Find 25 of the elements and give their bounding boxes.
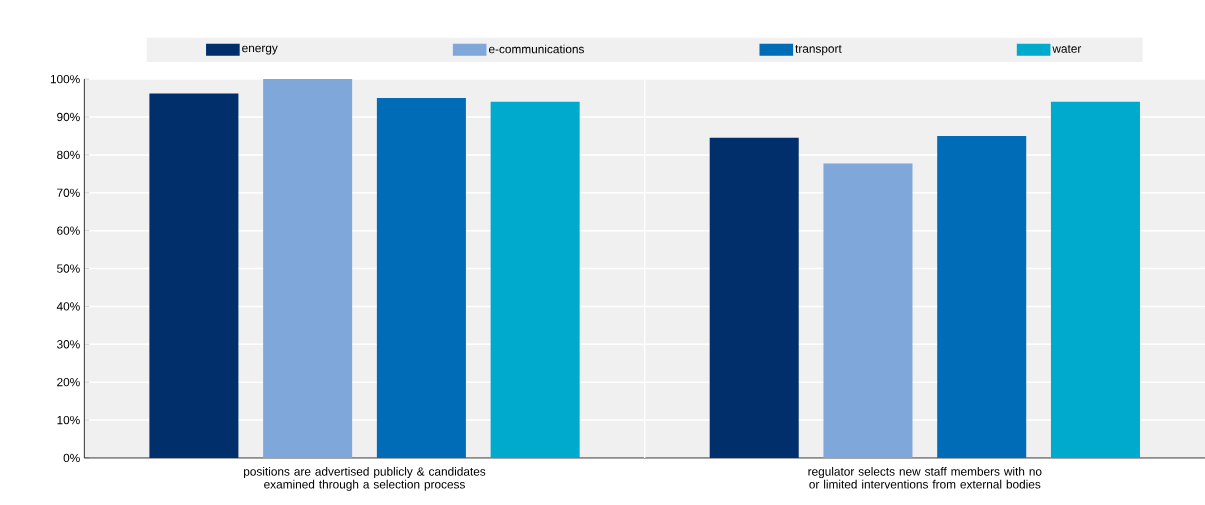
- x-tick-label: regulator selects new staff members with no or limited interventions from external bodies: [808, 466, 1042, 489]
- y-tick-label: 50%: [57, 264, 80, 273]
- bar: [937, 135, 1027, 458]
- x-tick-label: positions are advertised publicly & candidates examined through a selection process: [244, 466, 486, 491]
- y-tick-label: 60%: [57, 226, 80, 235]
- y-tick-label: 10%: [57, 415, 80, 425]
- bar: [263, 78, 353, 458]
- legend-label: water: [1052, 44, 1082, 53]
- y-tick-label: 80%: [57, 150, 80, 159]
- y-tick-label: 40%: [56, 302, 80, 311]
- bar: [1050, 101, 1140, 458]
- y-tick-label: 0%: [63, 453, 80, 462]
- y-tick-label: 20%: [57, 377, 80, 387]
- bar: [490, 101, 580, 458]
- y-tick-label: 70%: [57, 188, 80, 197]
- y-tick-label: 30%: [57, 339, 80, 349]
- bar: [376, 97, 466, 458]
- bar: [149, 93, 239, 458]
- legend-label: energy: [242, 45, 278, 55]
- bar: [709, 137, 799, 458]
- bar: [823, 163, 913, 458]
- legend-label: transport: [795, 44, 842, 55]
- legend-label: e-communications: [488, 44, 584, 54]
- y-tick-label: 90%: [57, 112, 80, 121]
- y-tick-label: 100%: [50, 74, 80, 84]
